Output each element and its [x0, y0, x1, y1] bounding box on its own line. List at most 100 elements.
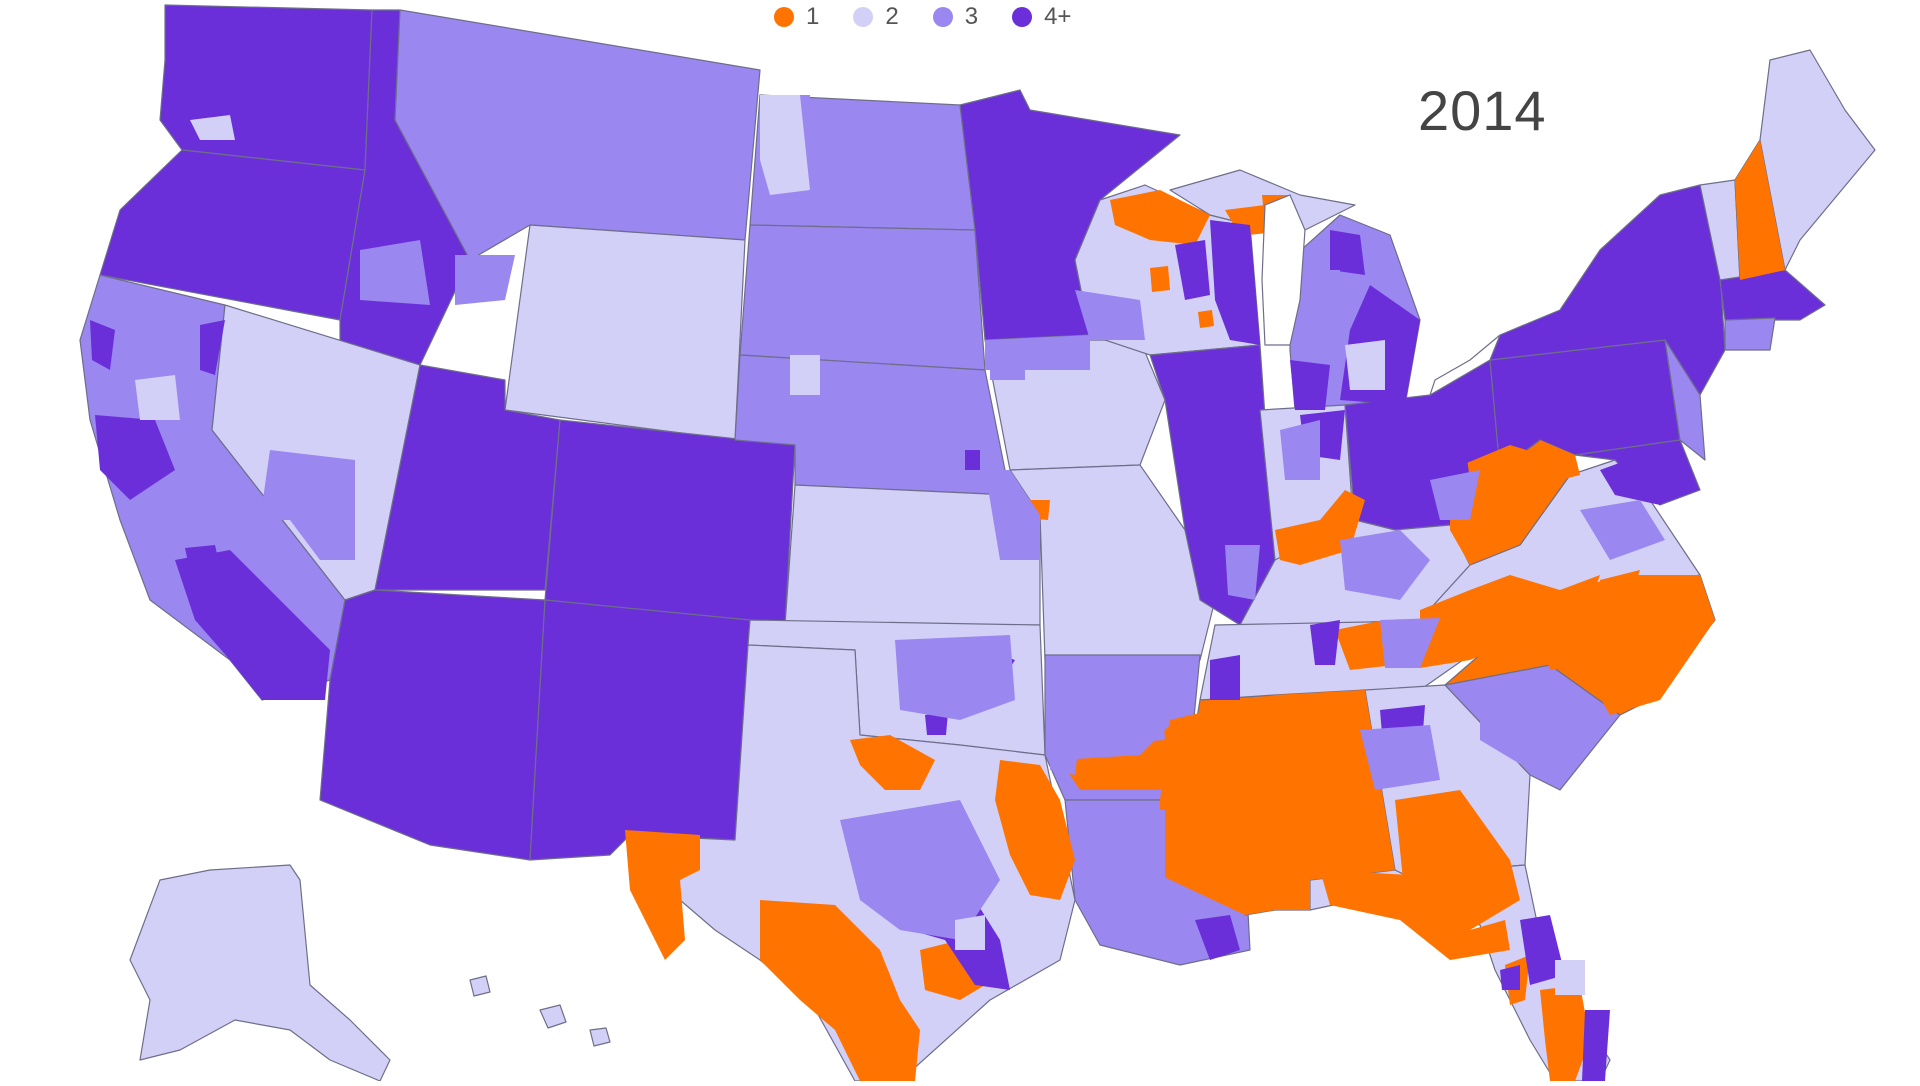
hawaii-island [589, 1027, 611, 1047]
region-fl-south-east [1582, 1010, 1610, 1081]
region-oklahoma-south [850, 735, 935, 790]
region-fl-lights [1555, 960, 1585, 995]
hawaii-island [469, 975, 491, 997]
region-kentucky-south [1335, 620, 1395, 670]
lake-michigan [1261, 194, 1306, 346]
state-connecticut [1724, 317, 1776, 351]
legend-item-4plus: 4+ [1012, 3, 1071, 31]
region-ca-central [185, 545, 225, 595]
region-ky-east-dot [1395, 465, 1425, 510]
region-nc-central [1540, 630, 1590, 670]
region-kentucky-west [1310, 620, 1340, 665]
region-ne-dot [965, 450, 980, 470]
region-ia-nw [990, 340, 1025, 380]
region-virginia-west [1540, 440, 1580, 480]
region-va-dc [1600, 450, 1690, 505]
state-colorado [544, 419, 796, 626]
region-north-carolina [1560, 575, 1715, 715]
region-mississippi [1160, 695, 1275, 915]
overlay-light-lavender [135, 95, 1585, 995]
region-mi-lp [1300, 270, 1345, 345]
region-wi-south [1210, 220, 1260, 345]
region-ar-south [1050, 735, 1080, 775]
legend-item-2: 2 [853, 3, 899, 31]
legend-swatch-3 [932, 7, 953, 27]
legend-label-2: 2 [885, 3, 899, 30]
region-nc-west [1600, 570, 1640, 605]
region-texas-central [920, 940, 985, 1000]
region-nd-west [760, 95, 810, 195]
region-tx-lights [955, 915, 985, 950]
overlay-medium-purple [260, 95, 1665, 940]
state-oregon [99, 149, 366, 321]
lake-erie [1428, 334, 1501, 397]
region-wi-mid [1175, 240, 1210, 300]
region-ky-central [1340, 530, 1430, 600]
state-new-mexico [529, 599, 751, 861]
state-missouri [1009, 464, 1216, 661]
legend-item-3: 3 [932, 3, 979, 31]
region-mi-north [1330, 230, 1365, 275]
legend-label-1: 1 [806, 3, 820, 30]
region-oh-se [1430, 470, 1480, 520]
region-va-south [1580, 500, 1665, 560]
region-il-center [1225, 545, 1260, 600]
region-ca-bay-area [95, 415, 175, 500]
region-id-south [360, 240, 430, 305]
state-kansas [784, 484, 1041, 626]
region-in-center [1280, 420, 1320, 480]
region-florida-south [1540, 985, 1590, 1081]
legend-label-3: 3 [964, 3, 979, 30]
state-wyoming [504, 224, 746, 441]
state-massachusetts [1719, 269, 1826, 321]
region-new-hampshire [1735, 140, 1785, 280]
region-wi-sw [1075, 290, 1145, 340]
region-tn-west [1210, 655, 1240, 700]
region-texas-east [995, 760, 1075, 900]
region-mi-west [1290, 360, 1330, 410]
region-texas-south [760, 900, 920, 1081]
region-ca-north [90, 320, 115, 370]
region-wa-dot [190, 115, 235, 140]
region-ks-east [985, 470, 1040, 560]
region-wisconsin-north [1110, 190, 1210, 245]
region-louisiana-se [1195, 915, 1240, 960]
legend-swatch-2 [853, 7, 874, 27]
region-la-center [1090, 810, 1165, 900]
overlay-orange [625, 140, 1785, 1081]
region-tennessee-east [1420, 575, 1600, 668]
region-tx-central [840, 800, 1000, 940]
region-ar-central [1080, 665, 1165, 745]
region-florida-panhandle [1320, 870, 1510, 960]
legend-swatch-4plus [1012, 7, 1033, 27]
legend-item-1: 1 [774, 3, 819, 31]
legend-label-4plus: 4+ [1044, 3, 1072, 30]
region-wy-nw [455, 255, 515, 305]
overlay-dark-purple [90, 220, 1690, 1081]
region-fl-center [1500, 965, 1520, 990]
region-ok-dot [925, 712, 948, 735]
region-tn-central [1380, 618, 1440, 668]
region-ok-central [895, 635, 1015, 720]
region-fl-east [1520, 915, 1565, 985]
state-washington [159, 4, 373, 171]
hawaii-island [539, 1004, 567, 1029]
region-pa-east [1580, 350, 1660, 410]
year-label: 2014 [1418, 79, 1547, 142]
region-wi-dot [1150, 266, 1170, 292]
state-arizona [319, 589, 546, 861]
state-montana [394, 9, 761, 261]
region-nv-center [260, 450, 355, 560]
region-il-dot [1198, 310, 1214, 328]
legend: 1 2 3 4+ [774, 0, 1071, 34]
state-alaska [129, 864, 391, 1082]
state-new-jersey [1664, 339, 1706, 461]
region-ks-dot [790, 355, 820, 395]
legend-swatch-1 [774, 7, 794, 27]
region-texas-west [625, 830, 700, 960]
state-maine [1759, 49, 1876, 271]
state-south-dakota [739, 224, 986, 371]
region-mi-lights [1345, 340, 1385, 390]
